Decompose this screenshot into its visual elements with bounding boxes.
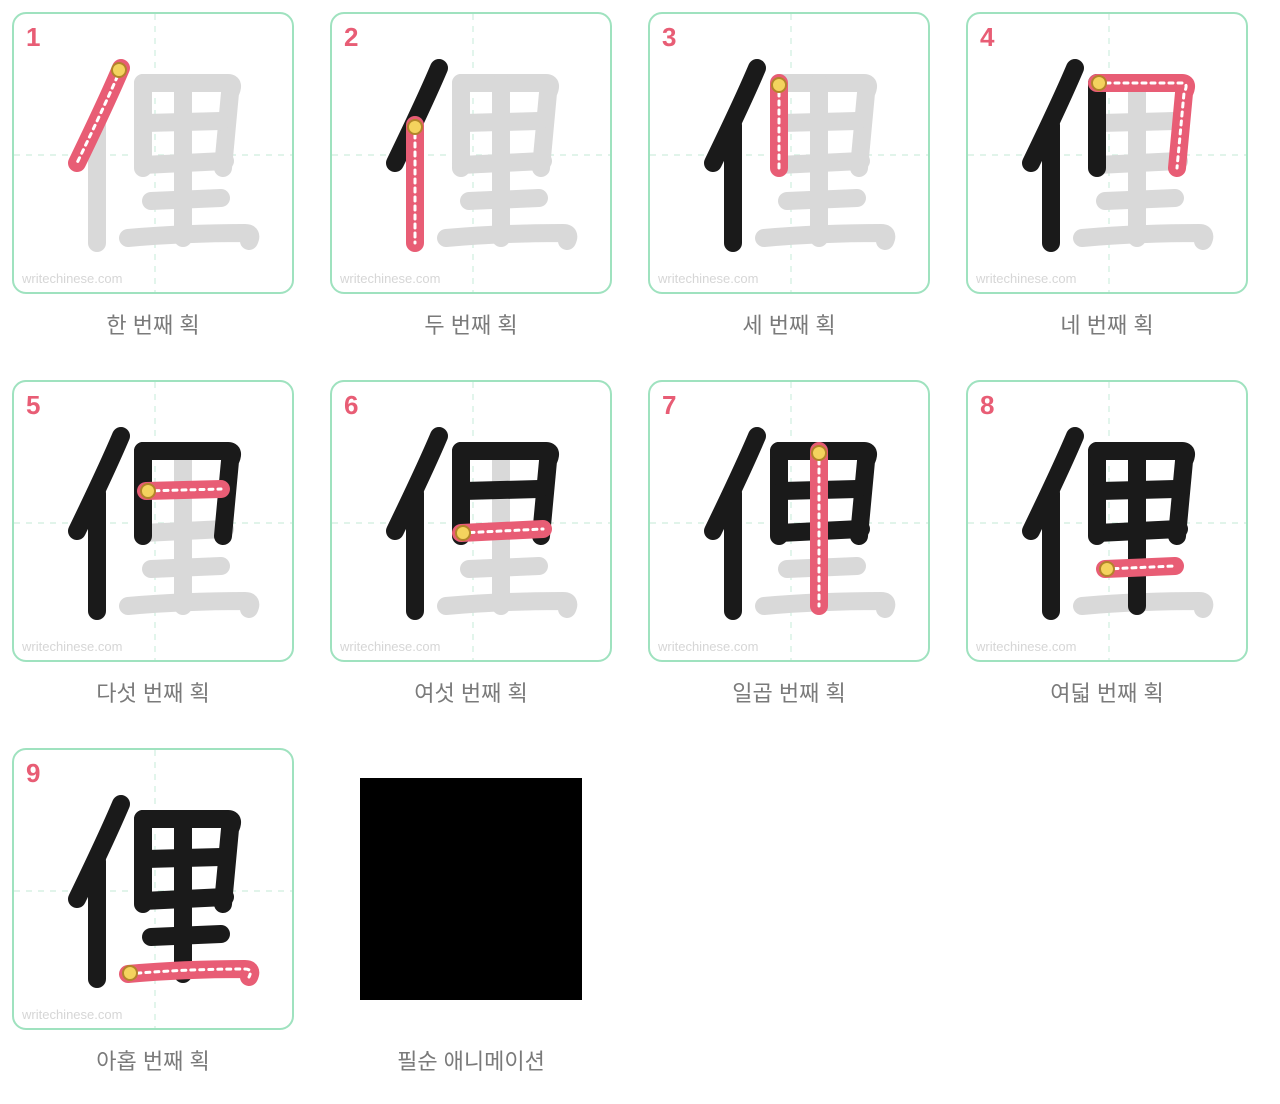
stroke-caption: 일곱 번째 획 [732, 676, 845, 708]
stroke-number: 5 [26, 390, 40, 421]
stroke-cell-8: 8 writechinese.com 여덟 번째 획 [966, 380, 1248, 708]
qr-caption: 필순 애니메이션 [397, 1044, 545, 1076]
character-glyph [14, 382, 292, 660]
qr-cell: 필순 애니메이션 [330, 748, 612, 1076]
watermark: writechinese.com [976, 639, 1076, 654]
stroke-caption: 세 번째 획 [742, 308, 835, 340]
qr-code [360, 778, 582, 1000]
stroke-cell-9: 9 writechinese.com 아홉 번째 획 [12, 748, 294, 1076]
stroke-cell-1: 1 writechinese.com 한 번째 획 [12, 12, 294, 340]
stroke-card: 5 writechinese.com [12, 380, 294, 662]
stroke-number: 3 [662, 22, 676, 53]
character-glyph [968, 14, 1246, 292]
stroke-cell-3: 3 writechinese.com 세 번째 획 [648, 12, 930, 340]
stroke-cell-2: 2 writechinese.com 두 번째 획 [330, 12, 612, 340]
stroke-cell-5: 5 writechinese.com 다섯 번째 획 [12, 380, 294, 708]
stroke-cell-7: 7 writechinese.com 일곱 번째 획 [648, 380, 930, 708]
stroke-cell-4: 4 writechinese.com 네 번째 획 [966, 12, 1248, 340]
watermark: writechinese.com [22, 271, 122, 286]
watermark: writechinese.com [976, 271, 1076, 286]
stroke-number: 7 [662, 390, 676, 421]
stroke-number: 4 [980, 22, 994, 53]
character-glyph [332, 14, 610, 292]
stroke-caption: 다섯 번째 획 [96, 676, 209, 708]
stroke-number: 1 [26, 22, 40, 53]
stroke-card: 6 writechinese.com [330, 380, 612, 662]
stroke-card: 7 writechinese.com [648, 380, 930, 662]
stroke-caption: 두 번째 획 [424, 308, 517, 340]
stroke-card: 8 writechinese.com [966, 380, 1248, 662]
character-glyph [14, 14, 292, 292]
watermark: writechinese.com [22, 639, 122, 654]
stroke-card: 4 writechinese.com [966, 12, 1248, 294]
watermark: writechinese.com [22, 1007, 122, 1022]
watermark: writechinese.com [658, 639, 758, 654]
stroke-card: 9 writechinese.com [12, 748, 294, 1030]
watermark: writechinese.com [340, 271, 440, 286]
character-glyph [650, 14, 928, 292]
stroke-caption: 여덟 번째 획 [1050, 676, 1163, 708]
watermark: writechinese.com [340, 639, 440, 654]
stroke-caption: 여섯 번째 획 [414, 676, 527, 708]
stroke-caption: 아홉 번째 획 [96, 1044, 209, 1076]
stroke-number: 8 [980, 390, 994, 421]
stroke-number: 2 [344, 22, 358, 53]
character-glyph [332, 382, 610, 660]
character-glyph [14, 750, 292, 1028]
stroke-card: 1 writechinese.com [12, 12, 294, 294]
stroke-number: 6 [344, 390, 358, 421]
stroke-caption: 네 번째 획 [1060, 308, 1153, 340]
stroke-cell-6: 6 writechinese.com 여섯 번째 획 [330, 380, 612, 708]
stroke-number: 9 [26, 758, 40, 789]
stroke-card: 2 writechinese.com [330, 12, 612, 294]
character-glyph [650, 382, 928, 660]
stroke-order-grid: 1 writechinese.com 한 번째 획 2 writechinese.com… [12, 12, 1268, 1076]
qr-card [330, 748, 612, 1030]
character-glyph [968, 382, 1246, 660]
stroke-caption: 한 번째 획 [106, 308, 199, 340]
stroke-card: 3 writechinese.com [648, 12, 930, 294]
watermark: writechinese.com [658, 271, 758, 286]
